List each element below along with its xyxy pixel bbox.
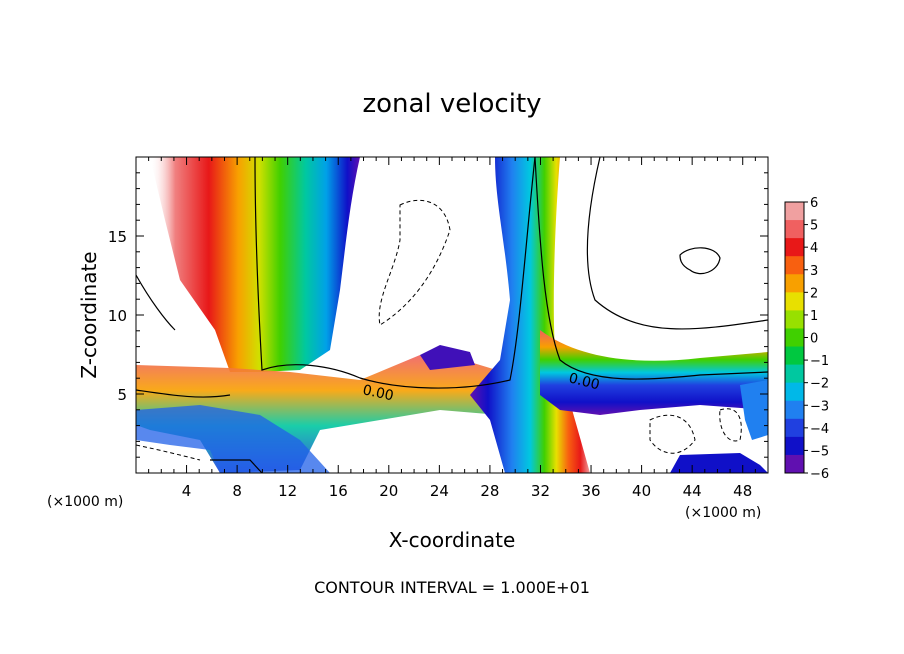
y-axis-ticks: 5 10 15 [108,172,768,458]
contour-interval-text: CONTOUR INTERVAL = 1.000E+01 [314,578,590,597]
colorbar-label: 1 [810,309,818,324]
colorbar-label: 6 [810,196,818,211]
colorbar-swatch [785,238,804,257]
colorbar-label: −2 [810,377,829,392]
colorbar: 6 5 4 3 2 1 0 −1 −2 −3 −4 −5 −6 [784,196,829,482]
contour-label-2: 0.00 [567,370,601,393]
bottom-blue-band [136,405,330,473]
y-tick-label: 5 [117,386,127,404]
x-tick-label: 32 [531,482,550,500]
colorbar-label: −1 [810,354,829,369]
x-axis-ticks: 4 8 12 16 20 24 28 32 36 40 44 48 [148,157,756,500]
colorbar-swatch [785,400,804,420]
colorbar-swatch [785,274,804,293]
x-tick-label: 36 [581,482,600,500]
colorbar-label: 5 [810,219,818,234]
x-axis-title: X-coordinate [389,528,516,552]
colorbar-swatch [785,292,804,311]
contour-lines [136,157,768,473]
contour-label-1: 0.00 [361,382,395,404]
colorbar-swatch [785,436,804,456]
x-tick-label: 8 [232,482,242,500]
right-band [540,330,768,415]
y-tick-label: 15 [108,228,127,246]
chart-title: zonal velocity [362,89,541,119]
x-axis-unit: (×1000 m) [685,505,761,521]
colorbar-swatch [785,454,804,474]
bottom-right-patch [670,453,768,473]
colorbar-swatch [785,418,804,438]
x-tick-label: 44 [683,482,702,500]
colorbar-swatch [785,310,804,329]
y-axis-unit: (×1000 m) [47,494,123,510]
colorbar-swatch [785,328,804,348]
x-tick-label: 4 [182,482,192,500]
x-tick-label: 24 [430,482,449,500]
colorbar-swatch [785,382,804,402]
colorbar-label: −5 [810,444,829,459]
x-tick-label: 48 [733,482,752,500]
x-tick-label: 28 [480,482,499,500]
colorbar-label: 2 [810,286,818,301]
colorbar-label: 3 [810,264,818,279]
x-tick-label: 12 [278,482,297,500]
colorbar-swatch [785,256,804,275]
x-tick-label: 16 [329,482,348,500]
left-velocity-column [150,157,360,372]
x-tick-label: 40 [632,482,651,500]
y-axis-title: Z-coordinate [77,251,101,378]
colorbar-swatch [785,364,804,384]
colorbar-label: −4 [810,422,829,437]
negative-contours [136,199,742,461]
heatmap-field: 0.00 0.00 [136,157,768,473]
colorbar-label: −3 [810,399,829,414]
colorbar-label: 4 [810,241,818,256]
bottom-right-patch-2 [740,380,768,440]
colorbar-swatch [785,346,804,366]
colorbar-label: 0 [810,332,818,347]
x-tick-label: 20 [379,482,398,500]
y-tick-label: 10 [108,307,127,325]
colorbar-swatch [785,220,804,239]
colorbar-swatch [785,202,804,221]
colorbar-label: −6 [810,467,829,482]
upper-purple-patch [420,345,475,370]
